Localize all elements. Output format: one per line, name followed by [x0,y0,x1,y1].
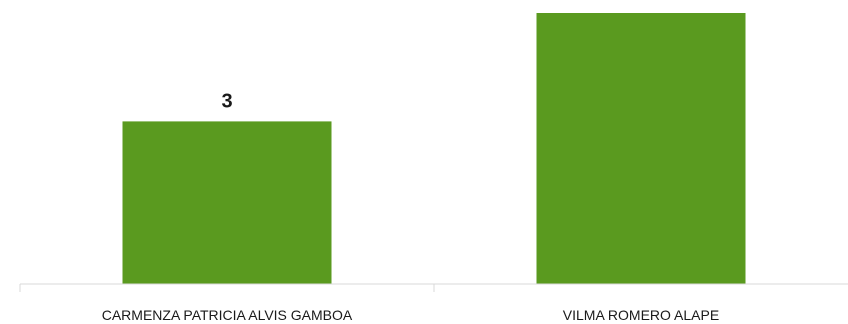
category-label: CARMENZA PATRICIA ALVIS GAMBOA [102,307,353,323]
category-labels: CARMENZA PATRICIA ALVIS GAMBOA VILMA ROME… [102,307,719,323]
category-label: VILMA ROMERO ALAPE [563,307,719,323]
x-axis-ticks [20,284,434,292]
data-labels: 3 [221,90,232,112]
bar [123,121,332,284]
bars-group [123,13,746,284]
data-label: 3 [221,90,232,112]
bar [537,13,746,284]
